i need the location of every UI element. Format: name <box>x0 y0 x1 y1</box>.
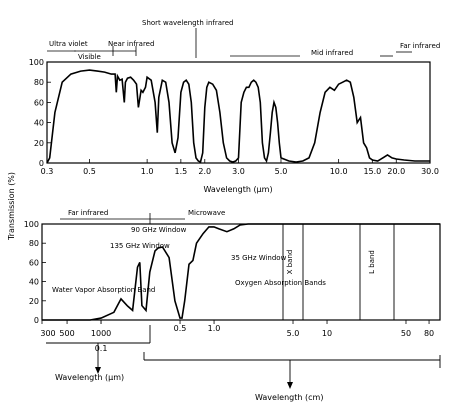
top-y-tick-label-20: 20 <box>34 139 44 148</box>
bottom-y-tick-label-60: 60 <box>29 258 39 267</box>
top-x-tick-label-1.5: 1.5 <box>174 167 187 176</box>
bottom-um-tick-label-500: 500 <box>59 329 74 338</box>
top-x-tick-label-30.0: 30.0 <box>421 167 439 176</box>
band-separators <box>282 224 395 320</box>
bottom-y-tick-label-0: 0 <box>34 316 39 325</box>
top-chart: Ultra violet Visible Near infrared Short… <box>29 19 441 194</box>
bottom-cm-tick-label-80: 80 <box>424 329 434 338</box>
bottom-x-ticks: 300 500 1000 0.1 0.5 1.0 5.0 10 50 80 <box>40 320 434 353</box>
annotation-oxygen: Oxygen Absorption Bands <box>235 279 326 287</box>
bottom-um-tick-label-300: 300 <box>40 329 55 338</box>
secondary-axes <box>46 325 441 385</box>
bottom-chart: Far infrared Microwave 0 20 40 60 80 100 300 5… <box>24 209 441 402</box>
top-x-tick-label-10.0: 10.0 <box>330 167 348 176</box>
cm-arrowhead <box>287 382 293 389</box>
top-x-tick-label-15.0: 15.0 <box>363 167 381 176</box>
bottom-region-arrows <box>60 213 185 224</box>
band-label-x: X band <box>286 250 294 275</box>
bottom-y-tick-label-40: 40 <box>29 278 39 287</box>
bottom-plot-frame <box>41 223 441 321</box>
bottom-y-ticks: 0 20 40 60 80 100 <box>24 220 46 325</box>
bottom-transmission-curve <box>42 223 440 321</box>
region-arrows <box>47 28 412 58</box>
bottom-cm-tick-label-1.0: 1.0 <box>208 324 221 333</box>
top-y-tick-label-60: 60 <box>34 98 44 107</box>
annotation-water-vapor: Water Vapor Absorption Band <box>52 286 155 294</box>
um-arrowhead <box>95 367 101 374</box>
annotation-35ghz: 35 GHz Window <box>231 254 287 262</box>
top-x-tick-label-5.0: 5.0 <box>275 167 288 176</box>
annotation-90ghz: 90 GHz Window <box>131 226 187 234</box>
top-x-tick-label-3.0: 3.0 <box>232 167 245 176</box>
bottom-y-tick-label-100: 100 <box>24 220 39 229</box>
annotation-135ghz: 135 GHz Window <box>110 242 170 250</box>
top-transmission-curve <box>46 69 430 164</box>
y-axis-label: Transmission (%) <box>7 172 16 241</box>
bottom-cm-tick-label-0.5: 0.5 <box>174 324 187 333</box>
top-x-axis-label: Wavelength (μm) <box>203 185 272 194</box>
band-label-l: L band <box>368 250 376 274</box>
top-x-tick-label-0.3: 0.3 <box>41 167 54 176</box>
bottom-cm-tick-label-50: 50 <box>401 329 411 338</box>
top-y-tick-label-100: 100 <box>29 58 44 67</box>
bottom-um-tick-label-1000: 1000 <box>91 329 111 338</box>
top-x-tick-label-0.5: 0.5 <box>83 167 96 176</box>
region-label-far-infrared-2: Far infrared <box>68 209 108 217</box>
region-label-far-infrared: Far infrared <box>400 42 440 50</box>
region-label-ultra-violet: Ultra violet <box>49 40 88 48</box>
bottom-y-tick-label-20: 20 <box>29 297 39 306</box>
region-label-mid-infrared: Mid infrared <box>311 49 353 57</box>
top-y-tick-label-40: 40 <box>34 119 44 128</box>
bottom-cm-tick-label-10: 10 <box>322 329 332 338</box>
top-x-tick-label-2.0: 2.0 <box>198 167 211 176</box>
top-y-tick-label-0: 0 <box>39 159 44 168</box>
top-y-tick-label-80: 80 <box>34 78 44 87</box>
top-x-ticks: 0.3 0.5 1.0 1.5 2.0 3.0 5.0 10.0 15.0 20.0 30.0 <box>41 159 439 176</box>
region-label-microwave: Microwave <box>188 209 225 217</box>
cm-wavelength-label: Wavelength (cm) <box>255 393 323 402</box>
top-y-ticks: 0 20 40 60 80 100 <box>29 58 51 168</box>
um-wavelength-label: Wavelength (μm) <box>55 373 124 382</box>
bottom-y-tick-label-80: 80 <box>29 239 39 248</box>
top-x-tick-label-20.0: 20.0 <box>387 167 405 176</box>
bottom-cm-tick-label-0.1: 0.1 <box>95 344 108 353</box>
region-label-near-infrared: Near infrared <box>108 40 154 48</box>
top-x-tick-label-1.0: 1.0 <box>141 167 154 176</box>
region-label-short-wave-ir: Short wavelength infrared <box>142 19 234 27</box>
region-label-visible: Visible <box>78 53 101 61</box>
bottom-cm-tick-label-5.0: 5.0 <box>287 329 300 338</box>
